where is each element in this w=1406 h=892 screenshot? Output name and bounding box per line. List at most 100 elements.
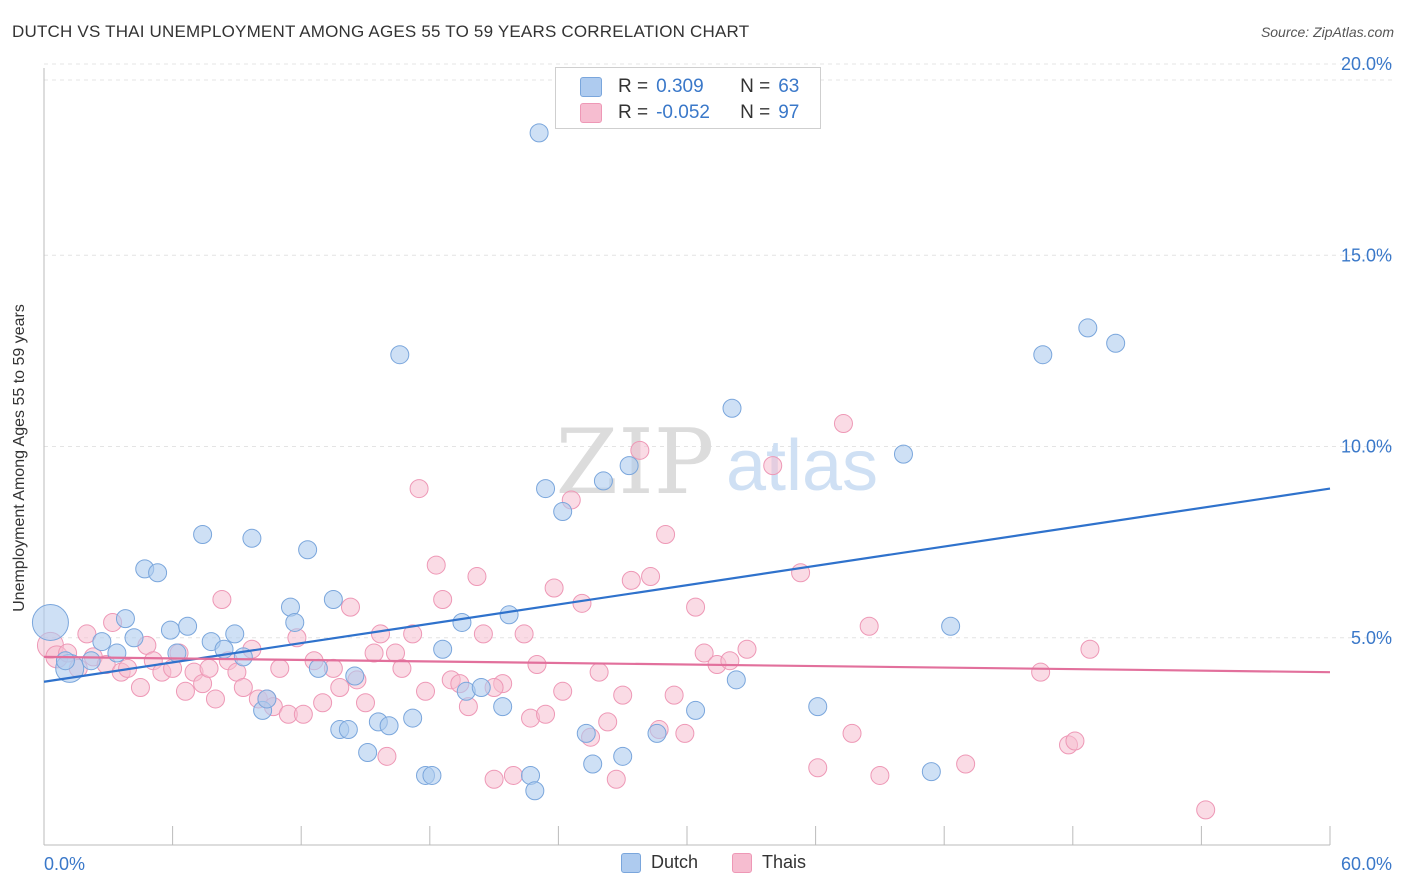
dutch-point (893, 444, 913, 464)
thais-point (356, 693, 375, 713)
thais-point (833, 414, 853, 434)
thais-point (536, 704, 556, 724)
dutch-points (31, 123, 1126, 801)
legend-dutch-r: 0.309 (656, 76, 704, 97)
legend-item-thais[interactable]: Thais (732, 852, 806, 873)
thais-point (842, 723, 862, 743)
thais-point (870, 765, 890, 785)
thais-point (433, 590, 453, 609)
thais-point (409, 479, 429, 499)
dutch-point (433, 639, 453, 659)
dutch-point (593, 471, 613, 491)
dutch-point (178, 616, 198, 636)
dutch-point (298, 540, 318, 560)
dutch-point (390, 345, 410, 365)
dutch-point (92, 632, 112, 652)
dutch-point (921, 762, 941, 782)
dutch-point (55, 651, 75, 671)
dutch-point (452, 612, 472, 632)
x-tick-label-max: 60.0% (1341, 854, 1392, 874)
dutch-legend-label: Dutch (651, 852, 699, 872)
thais-point (572, 593, 592, 613)
dutch-point (242, 528, 262, 548)
dutch-point (379, 716, 399, 736)
dutch-point (193, 524, 213, 544)
dutch-point (323, 590, 343, 609)
thais-point (130, 677, 150, 697)
thais-point (630, 440, 650, 460)
thais-point (364, 643, 384, 663)
thais-point (484, 769, 504, 789)
thais-point (1065, 731, 1085, 751)
thais-point (589, 662, 609, 682)
dutch-point (808, 697, 828, 717)
thais-point (694, 643, 714, 663)
dutch-point (536, 479, 556, 499)
thais-point (675, 723, 695, 743)
grid-lines (44, 63, 1392, 639)
thais-point (956, 754, 976, 774)
thais-point (371, 624, 391, 644)
legend-item-dutch[interactable]: Dutch (621, 852, 698, 873)
watermark-atlas: atlas (726, 426, 878, 506)
thais-trend-line (43, 655, 1331, 674)
legend-n-label: N = (740, 76, 771, 97)
thais-point (641, 567, 661, 587)
thais-point (621, 570, 641, 590)
dutch-point (525, 781, 545, 801)
dutch-point (285, 612, 305, 632)
y-tick-label: 20.0% (1341, 54, 1392, 74)
y-tick-label: 10.0% (1341, 437, 1392, 457)
dutch-point (647, 723, 667, 743)
trend-lines (43, 487, 1331, 683)
thais-point (527, 655, 547, 675)
tick-labels: 5.0% 10.0% 15.0% 20.0% 0.0% 60.0% (44, 54, 1392, 874)
dutch-point (726, 670, 746, 690)
legend-dutch-n: 63 (778, 76, 800, 97)
thais-point (1031, 662, 1051, 682)
thais-point (664, 685, 684, 705)
dutch-point (115, 609, 135, 629)
thais-point (270, 658, 290, 678)
y-axis-label-wrap: Unemployment Among Ages 55 to 59 years (11, 304, 29, 612)
legend-thais-n: 97 (778, 102, 800, 123)
dutch-trend-line (43, 487, 1331, 683)
thais-point (808, 758, 828, 778)
dutch-swatch (580, 77, 602, 97)
dutch-point (160, 620, 180, 640)
dutch-legend-swatch (621, 852, 641, 873)
thais-point (503, 765, 523, 785)
thais-point (403, 624, 423, 644)
thais-point (514, 624, 534, 644)
legend-r-label: R = (618, 76, 649, 97)
dutch-point (1033, 345, 1053, 365)
correlation-legend: R = 0.309 N = 63 R = -0.052 N = 97 (555, 67, 821, 129)
chart-title: DUTCH VS THAI UNEMPLOYMENT AMONG AGES 55… (12, 22, 750, 41)
thais-point (859, 616, 879, 636)
x-tick-label-min: 0.0% (44, 854, 85, 874)
thais-swatch (580, 103, 602, 123)
dutch-point (124, 628, 144, 648)
dutch-point (583, 754, 603, 774)
thais-point (313, 693, 333, 713)
thais-point (553, 681, 573, 701)
watermark: ZIP atlas (556, 410, 878, 515)
thais-point (416, 681, 436, 701)
dutch-point (613, 746, 633, 766)
dutch-point (686, 700, 706, 720)
dutch-point (338, 720, 358, 740)
dutch-point (529, 123, 549, 143)
y-tick-label: 5.0% (1351, 628, 1392, 648)
thais-point (763, 456, 783, 476)
dutch-point (308, 658, 328, 678)
dutch-point (31, 603, 69, 641)
dutch-point (107, 643, 127, 663)
dutch-point (619, 456, 639, 476)
dutch-point (553, 502, 573, 522)
legend-row-thais: R = -0.052 N = 97 (580, 102, 817, 124)
legend-r-label: R = (618, 102, 649, 123)
dutch-point (576, 723, 596, 743)
dutch-point (403, 708, 423, 728)
thais-point (77, 624, 97, 644)
dutch-point (148, 563, 168, 583)
